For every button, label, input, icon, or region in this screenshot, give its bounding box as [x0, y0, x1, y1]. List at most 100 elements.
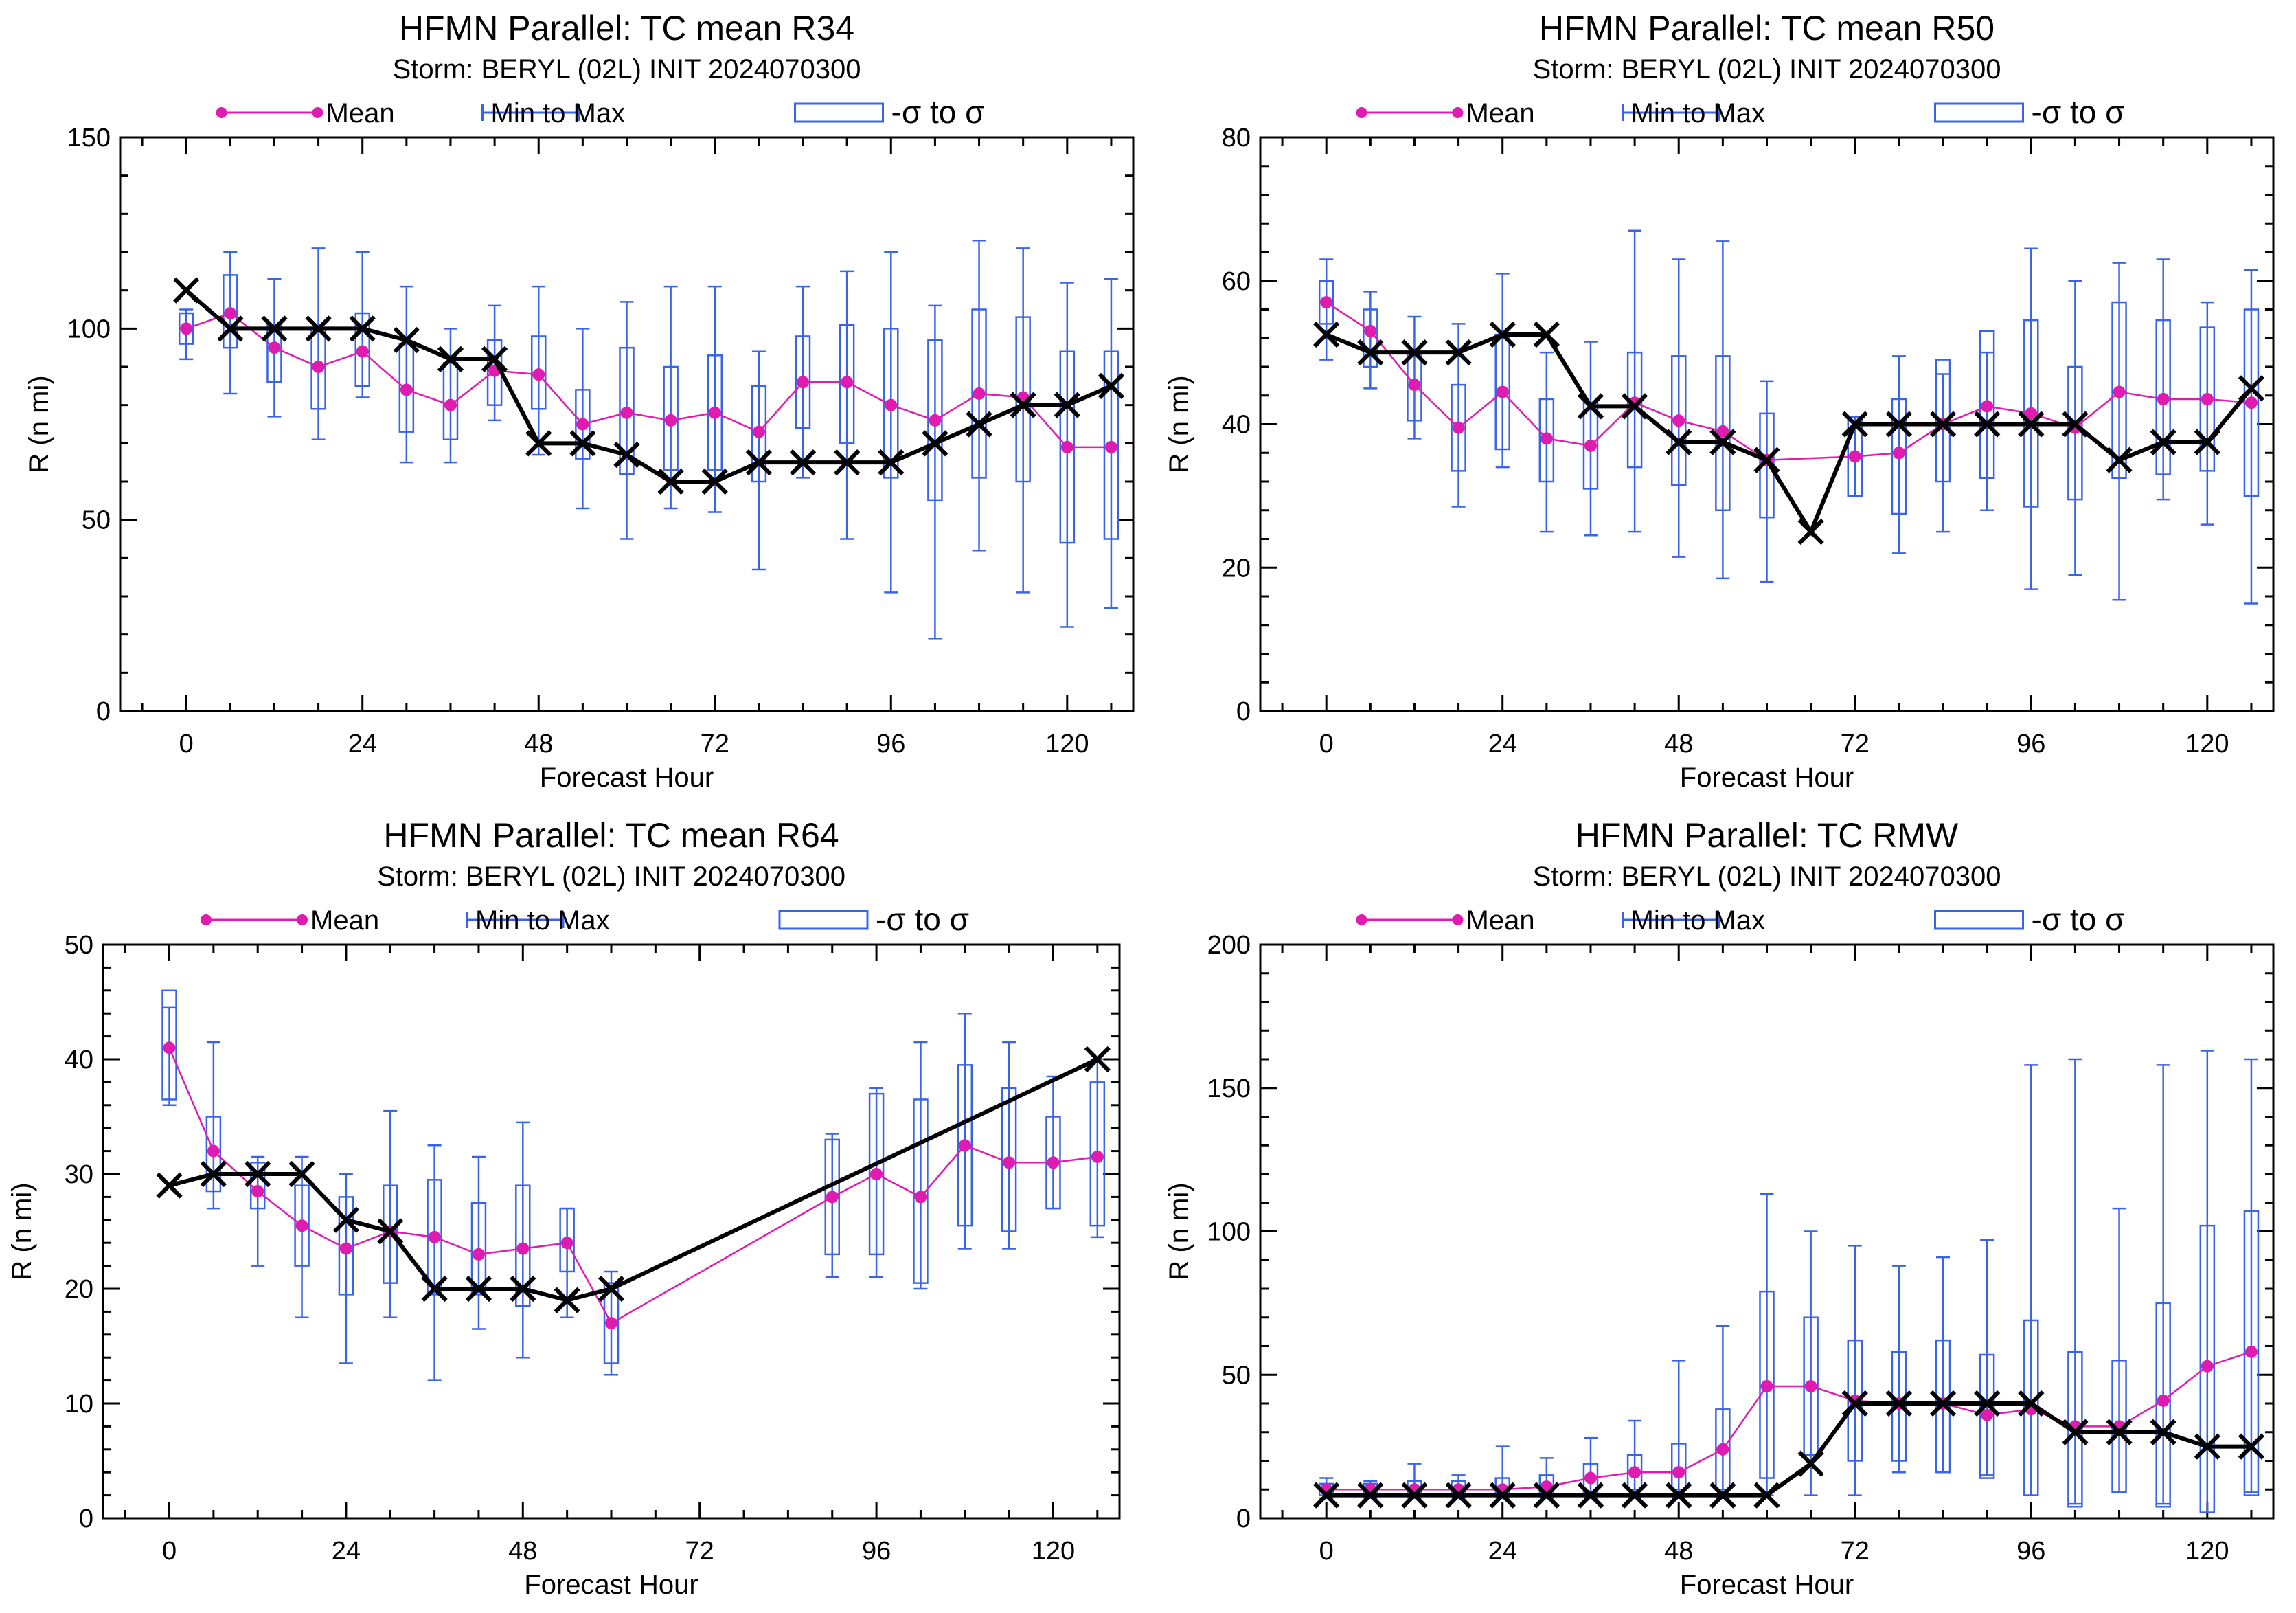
obs-point [1010, 392, 1036, 418]
obs-point [1054, 392, 1080, 418]
mean-point [841, 376, 854, 389]
y-tick-label: 30 [65, 1160, 93, 1189]
obs-point [1709, 1482, 1736, 1509]
obs-point [525, 430, 552, 457]
obs-x-stroke [569, 430, 596, 457]
obs-point [1753, 447, 1780, 473]
obs-x-stroke [966, 411, 992, 438]
sigma-box [1891, 398, 1907, 515]
obs-point [1666, 1482, 1692, 1509]
sigma-box [883, 328, 899, 479]
obs-x-stroke [481, 346, 508, 372]
obs-x-stroke [288, 1160, 315, 1188]
obs-point [1445, 1482, 1472, 1509]
obs-x-stroke [598, 1275, 625, 1302]
chart-title: HFMN Parallel: TC mean R34 [399, 9, 854, 47]
obs-point [789, 449, 817, 476]
obs-x-stroke [1797, 1450, 1824, 1477]
chart-title: HFMN Parallel: TC mean R64 [383, 816, 839, 855]
legend-sigma-label: -σ to σ [876, 901, 969, 937]
obs-point [1313, 1482, 1340, 1509]
obs-point [156, 1172, 183, 1199]
plot-area: 0 24 48 72 96 120 0 50 100 150 200 [1207, 931, 2275, 1566]
sigma-box [1318, 280, 1334, 325]
sigma-box [559, 1207, 575, 1273]
sigma-box [1979, 1353, 1995, 1479]
obs-x-stroke [554, 1287, 580, 1313]
obs-x-stroke [200, 1160, 227, 1188]
legend-sigma-label: -σ to σ [2032, 901, 2125, 937]
mean-point [1716, 425, 1729, 438]
obs-point [1313, 321, 1340, 348]
mean-point [885, 398, 898, 411]
sigma-box [515, 1184, 531, 1307]
legend-sigma-label: -σ to σ [2032, 94, 2125, 130]
obs-point [332, 1206, 360, 1233]
mean-line [168, 1047, 1098, 1324]
sigma-box [2111, 301, 2127, 480]
obs-x-stroke [1533, 321, 1560, 348]
mean-point [180, 322, 193, 335]
obs-point [261, 315, 288, 342]
legend-minmax-label: Min to Max [1631, 905, 1766, 936]
obs-x-stroke [1357, 1482, 1384, 1509]
mean-point [708, 406, 721, 419]
obs-point [1797, 1450, 1824, 1477]
sigma-box [2199, 1224, 2216, 1513]
obs-x-stroke [1885, 411, 1913, 438]
mean-point [1364, 324, 1377, 337]
mean-point [312, 361, 325, 373]
sigma-box [1103, 350, 1119, 540]
obs-point [1489, 321, 1516, 348]
mean-point [1104, 440, 1117, 453]
legend-minmax-symbol [1622, 912, 1720, 928]
y-tick-label: 80 [1222, 124, 1251, 153]
y-axis-label: R (n mi) [1164, 1182, 1194, 1280]
obs-x-stroke [1010, 392, 1036, 418]
sigma-box [1759, 1290, 1775, 1479]
obs-point [1974, 411, 2001, 438]
obs-point [2018, 1390, 2045, 1417]
x-tick-label: 72 [1841, 1537, 1869, 1566]
legend-mean-dot [216, 107, 227, 118]
mean-point [1060, 440, 1073, 453]
obs-point [2238, 375, 2265, 402]
obs-point [288, 1160, 315, 1188]
obs-point [481, 346, 508, 372]
obs-x-stroke [1084, 1046, 1111, 1073]
plot-area: 0 24 48 72 96 120 0 50 100 150 [67, 124, 1135, 758]
obs-x-stroke [332, 1206, 360, 1233]
obs-x-stroke [2062, 1419, 2089, 1445]
obs-x-stroke [1753, 447, 1780, 473]
y-tick-label: 50 [82, 506, 111, 535]
obs-x-stroke [2150, 1419, 2176, 1445]
sigma-box [619, 346, 635, 475]
x-tick-label: 0 [162, 1537, 177, 1566]
obs-point [1577, 393, 1604, 420]
mean-line [1326, 1351, 2252, 1491]
obs-line [1326, 332, 2253, 537]
obs-x-stroke [1098, 372, 1125, 399]
x-tick-label: 120 [2185, 1537, 2229, 1566]
obs-point [245, 1160, 271, 1188]
sigma-box [223, 274, 238, 349]
obs-x-stroke [156, 1172, 183, 1199]
legend-sigma-symbol [794, 102, 884, 123]
obs-point [1753, 1482, 1780, 1509]
sigma-box [178, 312, 194, 345]
y-tick-label: 150 [67, 124, 111, 153]
sigma-box [913, 1098, 929, 1284]
sigma-box [294, 1184, 310, 1267]
obs-x-stroke [1841, 1390, 1868, 1417]
obs-x-stroke [393, 326, 420, 354]
sigma-box [1847, 420, 1863, 497]
obs-point [1621, 1482, 1648, 1509]
obs-point [217, 315, 244, 342]
mean-point [605, 1317, 617, 1330]
obs-x-stroke [349, 315, 376, 342]
sigma-box [927, 339, 943, 502]
obs-x-stroke [245, 1160, 271, 1188]
obs-x-stroke [1313, 1482, 1340, 1509]
y-tick-label: 0 [79, 1504, 93, 1533]
